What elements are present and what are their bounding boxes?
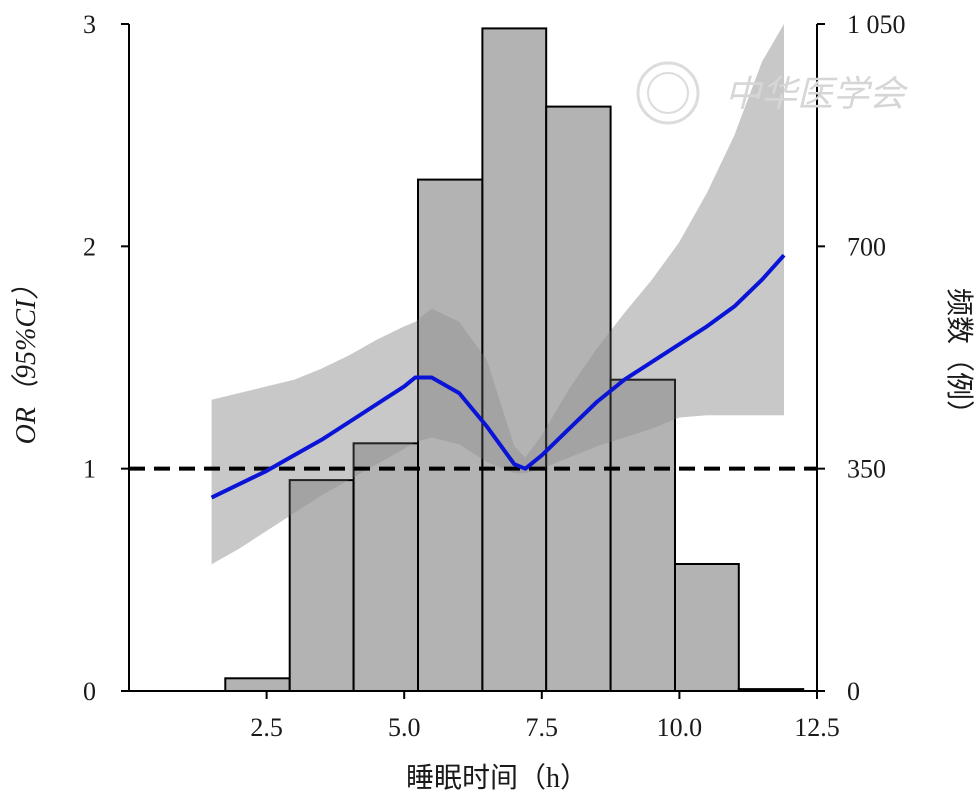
x-tick-label: 12.5 xyxy=(794,713,840,742)
tick-labels: 0 1 2 3 0 350 700 1 050 2.5 5.0 7.5 10.0 12.5 xyxy=(83,10,906,742)
watermark-text: 中华医学会 xyxy=(725,74,909,115)
y-left-axis-title: OR（95%CI） xyxy=(11,272,42,445)
x-tick-label: 5.0 xyxy=(388,713,421,742)
histogram-bars xyxy=(224,27,805,693)
y-left-tick-label: 3 xyxy=(83,10,96,39)
y-right-tick-label: 700 xyxy=(847,232,886,261)
histogram-bar xyxy=(481,27,548,692)
y-right-tick-label: 1 050 xyxy=(847,10,906,39)
spline-line-layer xyxy=(210,253,786,500)
x-axis-title: 睡眠时间（h） xyxy=(406,762,588,794)
histogram-bar xyxy=(288,479,355,692)
histogram-bar xyxy=(224,677,291,692)
histogram-bar xyxy=(352,442,420,692)
watermark-logo: 中华医学会 xyxy=(636,61,909,125)
x-tick-label: 10.0 xyxy=(657,713,703,742)
x-tick-label: 2.5 xyxy=(250,713,283,742)
x-tick-label: 7.5 xyxy=(526,713,559,742)
spline-line xyxy=(210,253,786,500)
histogram-bar xyxy=(674,563,740,692)
histogram-bar xyxy=(609,378,676,692)
y-right-axis-title: 频数（例） xyxy=(943,288,975,428)
y-right-tick-label: 0 xyxy=(847,677,860,706)
y-left-tick-label: 1 xyxy=(83,455,96,484)
y-right-tick-label: 350 xyxy=(847,455,886,484)
confidence-band-overlay xyxy=(211,24,785,565)
confidence-band-overlay xyxy=(211,24,785,565)
axes xyxy=(121,23,825,699)
y-left-tick-label: 2 xyxy=(83,232,96,261)
y-left-tick-label: 0 xyxy=(83,677,96,706)
